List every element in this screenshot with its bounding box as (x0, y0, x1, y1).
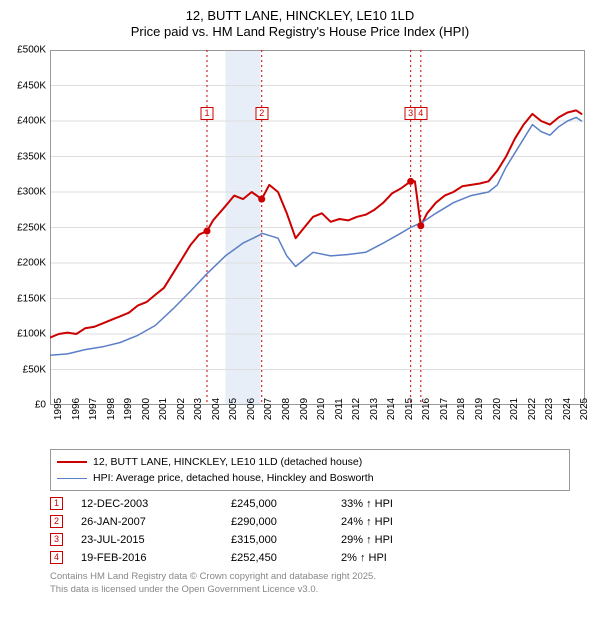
x-tick-label: 1998 (106, 398, 117, 420)
chart-area: £0 £50K £100K £150K £200K £250K £300K £350K £400… (10, 45, 590, 445)
event-date: 23-JUL-2015 (81, 534, 231, 546)
x-tick-label: 2020 (492, 398, 503, 420)
legend-label: HPI: Average price, detached house, Hinc… (93, 470, 374, 486)
title-block: 12, BUTT LANE, HINCKLEY, LE10 1LD Price … (10, 8, 590, 39)
legend: 12, BUTT LANE, HINCKLEY, LE10 1LD (detac… (50, 449, 570, 491)
chart-svg (50, 50, 585, 405)
legend-swatch (57, 478, 87, 479)
event-pct: 33% ↑ HPI (341, 498, 570, 510)
x-tick-label: 2024 (562, 398, 573, 420)
footer-line2: This data is licensed under the Open Gov… (50, 583, 570, 596)
x-tick-label: 2001 (158, 398, 169, 420)
chart-container: 12, BUTT LANE, HINCKLEY, LE10 1LD Price … (0, 0, 600, 604)
x-tick-label: 2002 (176, 398, 187, 420)
x-tick-label: 2013 (369, 398, 380, 420)
x-tick-label: 2021 (509, 398, 520, 420)
x-tick-label: 2007 (263, 398, 274, 420)
x-tick-label: 2017 (439, 398, 450, 420)
y-tick-label: £100K (10, 329, 48, 340)
x-tick-label: 2022 (527, 398, 538, 420)
x-tick-label: 2006 (246, 398, 257, 420)
y-tick-label: £500K (10, 45, 48, 56)
event-date: 26-JAN-2007 (81, 516, 231, 528)
footer-note: Contains HM Land Registry data © Crown c… (50, 570, 570, 596)
x-tick-label: 1996 (71, 398, 82, 420)
legend-label: 12, BUTT LANE, HINCKLEY, LE10 1LD (detac… (93, 454, 362, 470)
event-pct: 2% ↑ HPI (341, 552, 570, 564)
x-tick-label: 1995 (53, 398, 64, 420)
legend-item: 12, BUTT LANE, HINCKLEY, LE10 1LD (detac… (57, 454, 563, 470)
event-price: £290,000 (231, 516, 341, 528)
x-tick-label: 2010 (316, 398, 327, 420)
event-price: £252,450 (231, 552, 341, 564)
event-marker: 1 (50, 497, 63, 510)
event-pct: 24% ↑ HPI (341, 516, 570, 528)
x-tick-label: 2014 (386, 398, 397, 420)
x-tick-label: 2019 (474, 398, 485, 420)
event-row: 3 23-JUL-2015£315,00029% ↑ HPI (50, 533, 570, 546)
x-tick-label: 1999 (123, 398, 134, 420)
events-table: 1 12-DEC-2003£245,00033% ↑ HPI 2 26-JAN-200… (50, 497, 570, 564)
legend-swatch (57, 461, 87, 463)
y-tick-label: £150K (10, 293, 48, 304)
x-tick-label: 2025 (579, 398, 590, 420)
event-row: 1 12-DEC-2003£245,00033% ↑ HPI (50, 497, 570, 510)
x-tick-label: 2011 (334, 398, 345, 420)
event-row: 2 26-JAN-2007£290,00024% ↑ HPI (50, 515, 570, 528)
title-line1: 12, BUTT LANE, HINCKLEY, LE10 1LD (10, 8, 590, 23)
x-tick-label: 2009 (299, 398, 310, 420)
event-price: £315,000 (231, 534, 341, 546)
y-tick-label: £200K (10, 258, 48, 269)
x-tick-label: 2003 (193, 398, 204, 420)
chart-event-marker: 4 (414, 107, 427, 120)
event-marker: 3 (50, 533, 63, 546)
x-tick-label: 1997 (88, 398, 99, 420)
event-marker: 4 (50, 551, 63, 564)
x-tick-label: 2015 (404, 398, 415, 420)
y-tick-label: £50K (10, 364, 48, 375)
x-tick-label: 2000 (141, 398, 152, 420)
event-price: £245,000 (231, 498, 341, 510)
x-tick-label: 2016 (421, 398, 432, 420)
title-line2: Price paid vs. HM Land Registry's House … (10, 24, 590, 39)
legend-item: HPI: Average price, detached house, Hinc… (57, 470, 563, 486)
y-tick-label: £250K (10, 222, 48, 233)
x-tick-label: 2008 (281, 398, 292, 420)
x-tick-label: 2005 (228, 398, 239, 420)
event-marker: 2 (50, 515, 63, 528)
chart-event-marker: 1 (200, 107, 213, 120)
event-row: 4 19-FEB-2016£252,4502% ↑ HPI (50, 551, 570, 564)
x-tick-label: 2004 (211, 398, 222, 420)
y-tick-label: £400K (10, 116, 48, 127)
plot-area: 1234 (50, 50, 585, 405)
chart-event-marker: 2 (255, 107, 268, 120)
event-date: 19-FEB-2016 (81, 552, 231, 564)
y-tick-label: £450K (10, 80, 48, 91)
event-pct: 29% ↑ HPI (341, 534, 570, 546)
y-tick-label: £0 (10, 400, 48, 411)
y-tick-label: £350K (10, 151, 48, 162)
y-tick-label: £300K (10, 187, 48, 198)
event-date: 12-DEC-2003 (81, 498, 231, 510)
x-tick-label: 2018 (456, 398, 467, 420)
x-tick-label: 2012 (351, 398, 362, 420)
footer-line1: Contains HM Land Registry data © Crown c… (50, 570, 570, 583)
x-tick-label: 2023 (544, 398, 555, 420)
